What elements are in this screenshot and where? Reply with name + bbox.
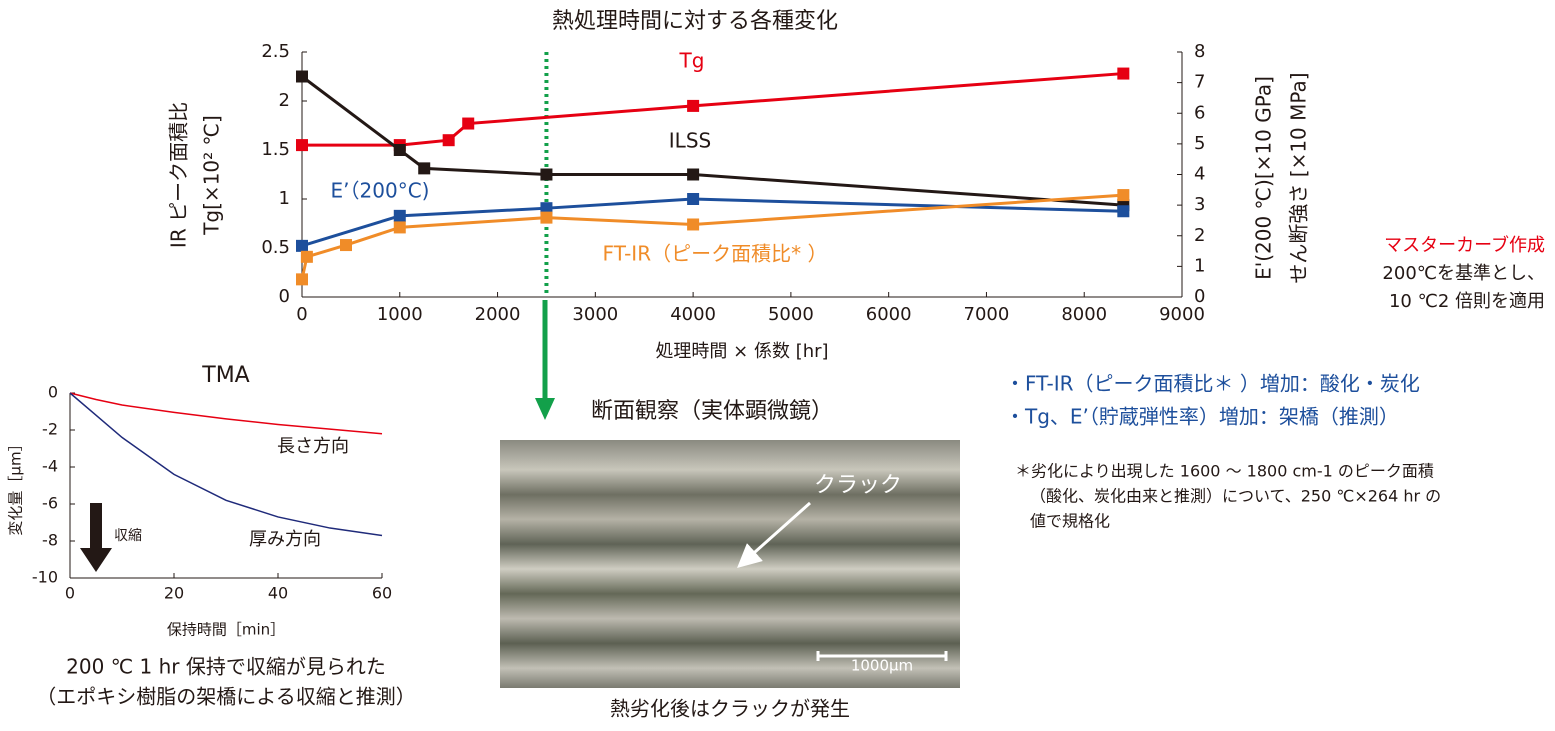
bullet: ・Tg、E’（貯蔵弾性率）増加：架橋（推測） — [1005, 405, 1399, 429]
marker — [418, 162, 431, 175]
x-tick-label: 20 — [164, 584, 184, 603]
series-label: FT-IR（ピーク面積比* ） — [603, 242, 828, 266]
chart-title: 熱処理時間に対する各種変化 — [552, 9, 838, 34]
series-label: 長さ方向 — [277, 436, 349, 457]
y2-axis-label: E'(200 ℃)[×10 GPa] — [1252, 76, 1276, 280]
caption: 200 ℃ 1 hr 保持で収縮が見られた — [66, 655, 386, 679]
series-label: ILSS — [669, 129, 711, 153]
y2-tick-label: 2 — [1194, 225, 1205, 246]
series-line — [69, 392, 383, 537]
caption: （エポキシ樹脂の架橋による収縮と推測） — [36, 685, 415, 709]
annotation: 収縮 — [114, 528, 142, 544]
note: 10 ℃2 倍則を適用 — [1389, 291, 1545, 312]
x-tick-label: 6000 — [866, 304, 912, 325]
marker — [442, 134, 455, 147]
arrow — [80, 503, 112, 572]
x-axis-label: 処理時間 × 係数 [hr] — [655, 341, 828, 362]
x-tick-label: 3000 — [572, 304, 618, 325]
photo-title: 断面観察（実体顕微鏡） — [591, 399, 833, 424]
series-label: E’（200°C) — [331, 179, 430, 203]
chart-title: TMA — [201, 363, 249, 388]
y-tick-label: 0.5 — [261, 237, 290, 258]
x-tick-label: 4000 — [670, 304, 716, 325]
series-label: 厚み方向 — [249, 529, 321, 550]
x-tick-label: 60 — [372, 584, 392, 603]
marker — [393, 144, 406, 156]
x-tick-label: 40 — [268, 584, 288, 603]
marker — [1117, 189, 1130, 202]
y2-tick-label: 7 — [1194, 72, 1205, 93]
caption: 熱劣化後はクラックが発生 — [610, 697, 850, 721]
marker — [687, 168, 700, 181]
y-tick-label: 1 — [279, 188, 290, 209]
y2-tick-label: 5 — [1194, 133, 1205, 154]
arrow — [535, 398, 555, 420]
y-axis-label: Tg[×10² ℃] — [200, 115, 224, 236]
y-tick-label: 0 — [279, 286, 290, 307]
series-label: Tg — [679, 49, 705, 73]
scale-bar — [816, 651, 948, 661]
series-line — [302, 72, 1124, 147]
x-tick-label: 8000 — [1061, 304, 1107, 325]
note: 200℃を基準とし、 — [1382, 263, 1545, 284]
footnote: 値で規格化 — [1030, 512, 1110, 531]
y-axis-label: IR ピーク面積比 — [167, 102, 191, 248]
x-tick-label: 1000 — [377, 304, 423, 325]
y2-tick-label: 3 — [1194, 194, 1205, 215]
marker — [340, 239, 352, 252]
footnote: ＊劣化により出現した 1600 ～ 1800 cm-1 のピーク面積 — [1015, 462, 1434, 481]
marker — [540, 168, 553, 181]
y-tick-label: 2.5 — [261, 41, 290, 62]
marker — [393, 221, 406, 234]
y2-tick-label: 6 — [1194, 102, 1205, 123]
marker — [300, 250, 313, 263]
y-tick-label: -8 — [42, 531, 58, 550]
y-tick-label: -2 — [42, 420, 58, 439]
note: マスターカーブ作成 — [1384, 234, 1545, 256]
y-tick-label: 0 — [48, 383, 58, 402]
photo-label: クラック — [814, 473, 902, 498]
y-tick-label: -10 — [32, 568, 58, 587]
y2-tick-label: 4 — [1194, 164, 1205, 185]
marker — [687, 218, 700, 231]
marker — [296, 139, 308, 152]
x-tick-label: 0 — [296, 304, 307, 325]
y2-tick-label: 0 — [1194, 286, 1205, 307]
y-tick-label: 2 — [279, 90, 290, 111]
arrow — [737, 501, 811, 568]
marker — [687, 99, 700, 112]
x-tick-label: 9000 — [1159, 304, 1205, 325]
photo — [500, 440, 960, 688]
x-tick-label: 5000 — [768, 304, 814, 325]
x-tick-label: 7000 — [964, 304, 1010, 325]
series-line — [301, 75, 1124, 207]
footnote: （酸化、炭化由来と推測）について、250 ℃×264 hr の — [1030, 487, 1441, 506]
marker — [540, 211, 553, 224]
x-tick-label: 2000 — [475, 304, 521, 325]
marker — [296, 239, 308, 252]
y-tick-label: 1.5 — [261, 139, 290, 160]
bullet: ・FT-IR（ピーク面積比＊ ）増加：酸化・炭化 — [1005, 372, 1420, 396]
marker — [1117, 205, 1130, 218]
y-axis-label: 変化量［μm］ — [7, 436, 25, 535]
x-axis-label: 保持時間［min］ — [167, 621, 285, 639]
y-tick-label: -4 — [42, 457, 58, 476]
marker — [296, 273, 308, 286]
y2-axis-label: せん断強さ [×10 MPa] — [1287, 72, 1311, 283]
marker — [540, 202, 553, 215]
series-line — [69, 392, 383, 435]
y-tick-label: -6 — [42, 494, 58, 513]
y2-tick-label: 8 — [1194, 41, 1205, 62]
marker — [393, 209, 406, 222]
marker — [296, 70, 308, 83]
marker — [687, 193, 700, 205]
x-tick-label: 0 — [65, 584, 75, 603]
marker — [1117, 67, 1130, 80]
marker — [462, 117, 475, 130]
scale-label: 1000μm — [851, 657, 913, 675]
y2-tick-label: 1 — [1194, 255, 1205, 276]
